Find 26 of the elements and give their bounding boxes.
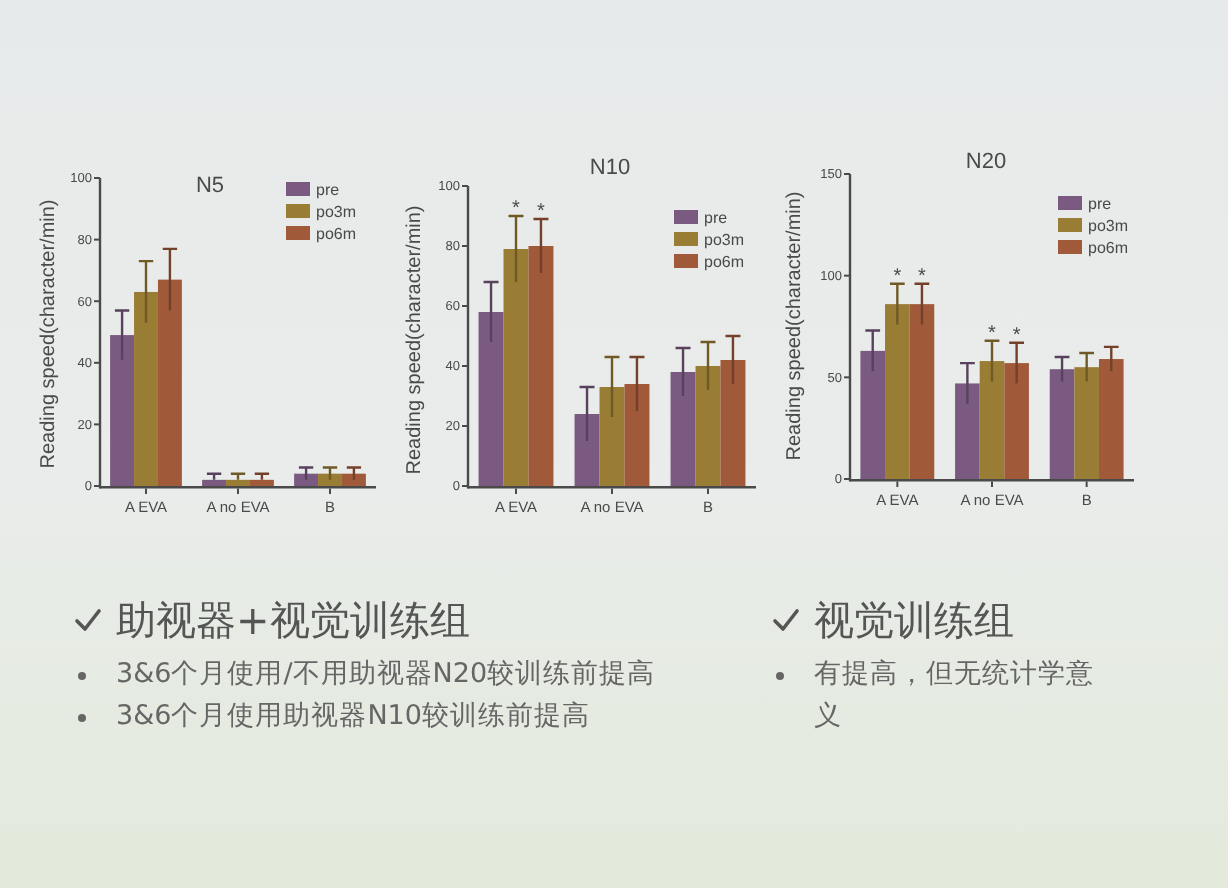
- chart-title: N20: [965, 150, 1007, 174]
- text: 视觉训练组: [814, 596, 1014, 644]
- legend-label: po3m: [1088, 217, 1129, 235]
- legend-label: po6m: [1088, 239, 1129, 257]
- legend-label: po3m: [704, 231, 745, 249]
- y-axis-title: Reading speed(character/min): [38, 199, 60, 469]
- legend-label: po3m: [316, 203, 357, 221]
- data-label: *: [893, 265, 902, 288]
- legend-label: po6m: [316, 225, 357, 243]
- data-label: *: [1012, 324, 1021, 347]
- text: 3&6个月使用/不用助视器N20较训练前提高: [116, 656, 658, 694]
- text: 助视器+视觉训练组: [116, 596, 470, 644]
- chart-title: N10: [589, 156, 631, 180]
- data-label: *: [512, 198, 521, 220]
- chart-title: N5: [195, 174, 225, 198]
- legend-label: pre: [704, 209, 729, 227]
- legend-label: po6m: [704, 253, 745, 271]
- text: 3&6个月使用助视器N10较训练前提高: [116, 698, 592, 736]
- data-label: *: [988, 322, 997, 345]
- data-label: *: [918, 265, 927, 288]
- text: 有提高，但无统计学意义: [814, 656, 1096, 736]
- y-axis-title: Reading speed(character/min): [404, 205, 426, 475]
- legend-label: pre: [316, 181, 341, 199]
- y-axis-title: Reading speed(character/min): [784, 191, 806, 461]
- data-label: *: [537, 201, 546, 223]
- legend-label: pre: [1088, 195, 1113, 213]
